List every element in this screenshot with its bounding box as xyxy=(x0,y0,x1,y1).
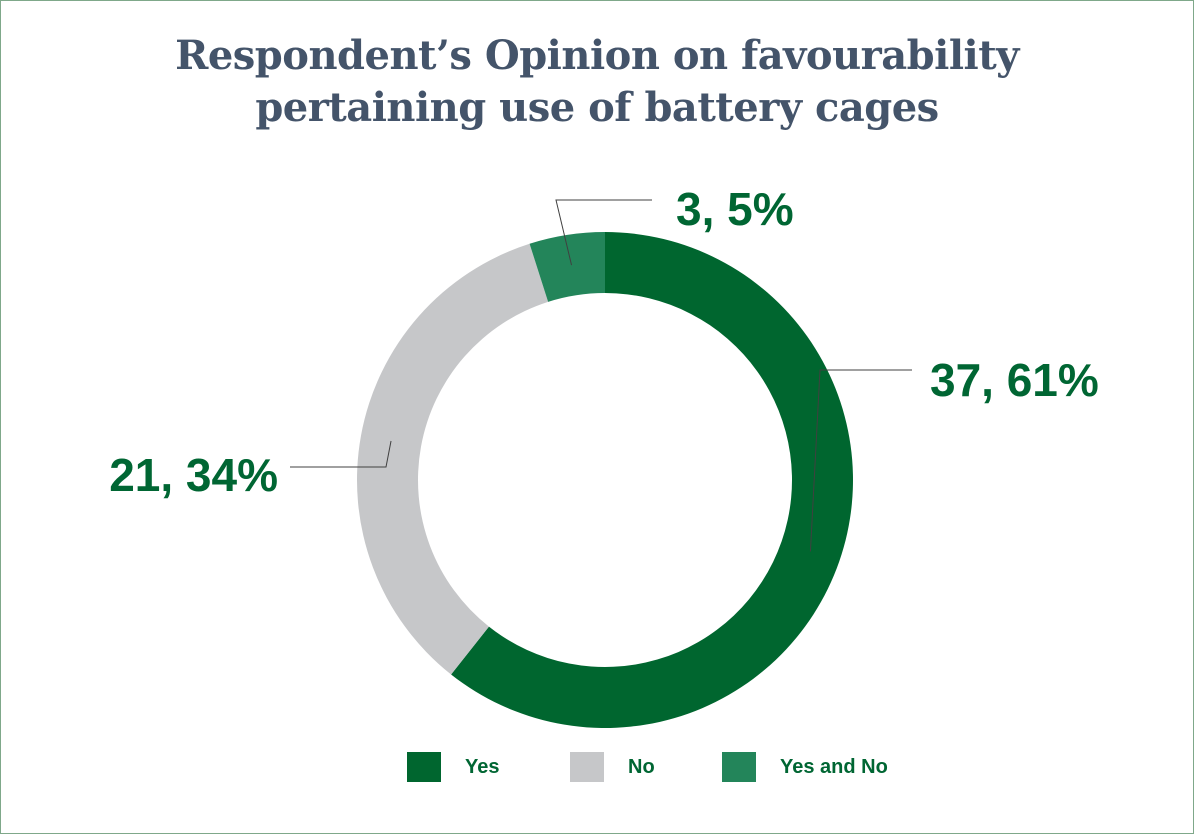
legend-item-no: No xyxy=(570,752,655,782)
leader-line-yes xyxy=(809,369,912,552)
slice-no xyxy=(356,243,549,675)
leader-line-yes-and-no xyxy=(555,199,652,266)
chart-legend: Yes No Yes and No xyxy=(0,752,1194,782)
legend-item-yes: Yes xyxy=(407,752,499,782)
data-label-no: 21, 34% xyxy=(109,449,278,501)
donut-slices xyxy=(356,232,853,728)
slice-yes-and-no xyxy=(529,232,605,302)
data-label-yes: 37, 61% xyxy=(930,354,1099,406)
legend-swatch-yes xyxy=(407,752,441,782)
chart-title: Respondent’s Opinion on favourability pe… xyxy=(0,30,1194,134)
data-labels: 37, 61% 21, 34% 3, 5% xyxy=(109,183,1099,501)
legend-label-no: No xyxy=(628,755,655,778)
legend-label-yes-and-no: Yes and No xyxy=(780,755,888,778)
legend-label-yes: Yes xyxy=(465,755,500,778)
chart-title-line-1: Respondent’s Opinion on favourability xyxy=(175,32,1019,79)
leader-line-no xyxy=(290,440,392,468)
legend-swatch-no xyxy=(570,752,604,782)
legend-swatch-yes-and-no xyxy=(722,752,756,782)
leader-lines xyxy=(290,199,912,552)
chart-title-line-2: pertaining use of battery cages xyxy=(255,84,939,131)
legend-item-yes-and-no: Yes and No xyxy=(722,752,888,782)
data-label-yes-and-no: 3, 5% xyxy=(676,183,794,235)
slice-yes xyxy=(451,232,853,728)
